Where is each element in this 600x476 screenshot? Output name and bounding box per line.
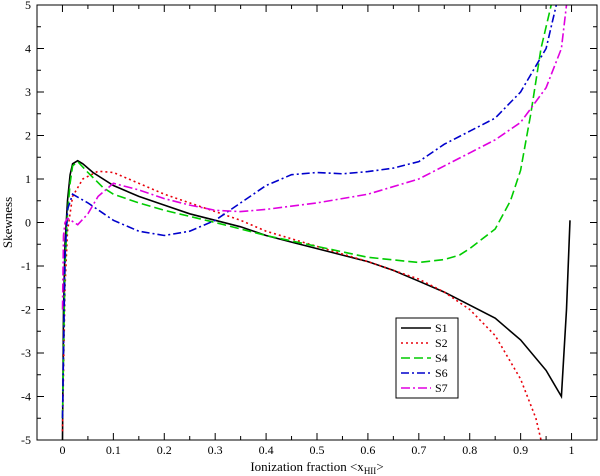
x-axis-label-main: Ionization fraction <x: [250, 459, 364, 474]
x-tick-label: 0.7: [411, 443, 426, 457]
x-axis-label: Ionization fraction <xHII>: [250, 459, 383, 476]
y-tick-label: 5: [25, 0, 31, 12]
x-tick-label: 0.6: [360, 443, 375, 457]
axes-layer: 0 0.1 0.2 0.3 0.4 0.5 0.6 0.7 0.8 0.9 1 -5 -4 -3 -2 -1 0…: [21, 0, 598, 457]
series-layer: [61, 5, 571, 440]
series-line-s2: [61, 170, 542, 440]
y-axis-label: Skewness: [0, 197, 15, 248]
series-line-s7: [61, 5, 568, 310]
x-axis-label-sub: HII: [364, 466, 377, 476]
x-tick-label: 0.5: [310, 443, 325, 457]
y-tick-label: -3: [21, 346, 31, 360]
y-tick-label: 4: [25, 42, 31, 56]
legend-label-s7: S7: [435, 381, 448, 395]
x-tick-label: 0: [59, 443, 65, 457]
x-tick-label: 0.8: [462, 443, 477, 457]
x-tick-label: 0.3: [208, 443, 223, 457]
x-tick-label: 1: [569, 443, 575, 457]
y-tick-label: 1: [25, 172, 31, 186]
series-line-s4: [61, 5, 552, 419]
x-axis-label-end: >: [376, 459, 383, 474]
legend-label-s6: S6: [435, 366, 448, 380]
series-line-s6: [61, 5, 558, 419]
legend-label-s1: S1: [435, 321, 448, 335]
legend-label-s2: S2: [435, 336, 448, 350]
x-tick-label: 0.4: [259, 443, 274, 457]
y-tick-label: 0: [25, 216, 31, 230]
y-tick-label: 2: [25, 129, 31, 143]
x-tick-label: 0.2: [157, 443, 172, 457]
y-tick-label: -5: [21, 433, 31, 447]
y-tick-label: -2: [21, 303, 31, 317]
y-tick-label: 3: [25, 85, 31, 99]
x-tick-label: 0.1: [106, 443, 121, 457]
y-tick-label: -4: [21, 390, 31, 404]
legend-label-s4: S4: [435, 351, 448, 365]
y-tick-label: -1: [21, 259, 31, 273]
x-tick-label: 0.9: [513, 443, 528, 457]
